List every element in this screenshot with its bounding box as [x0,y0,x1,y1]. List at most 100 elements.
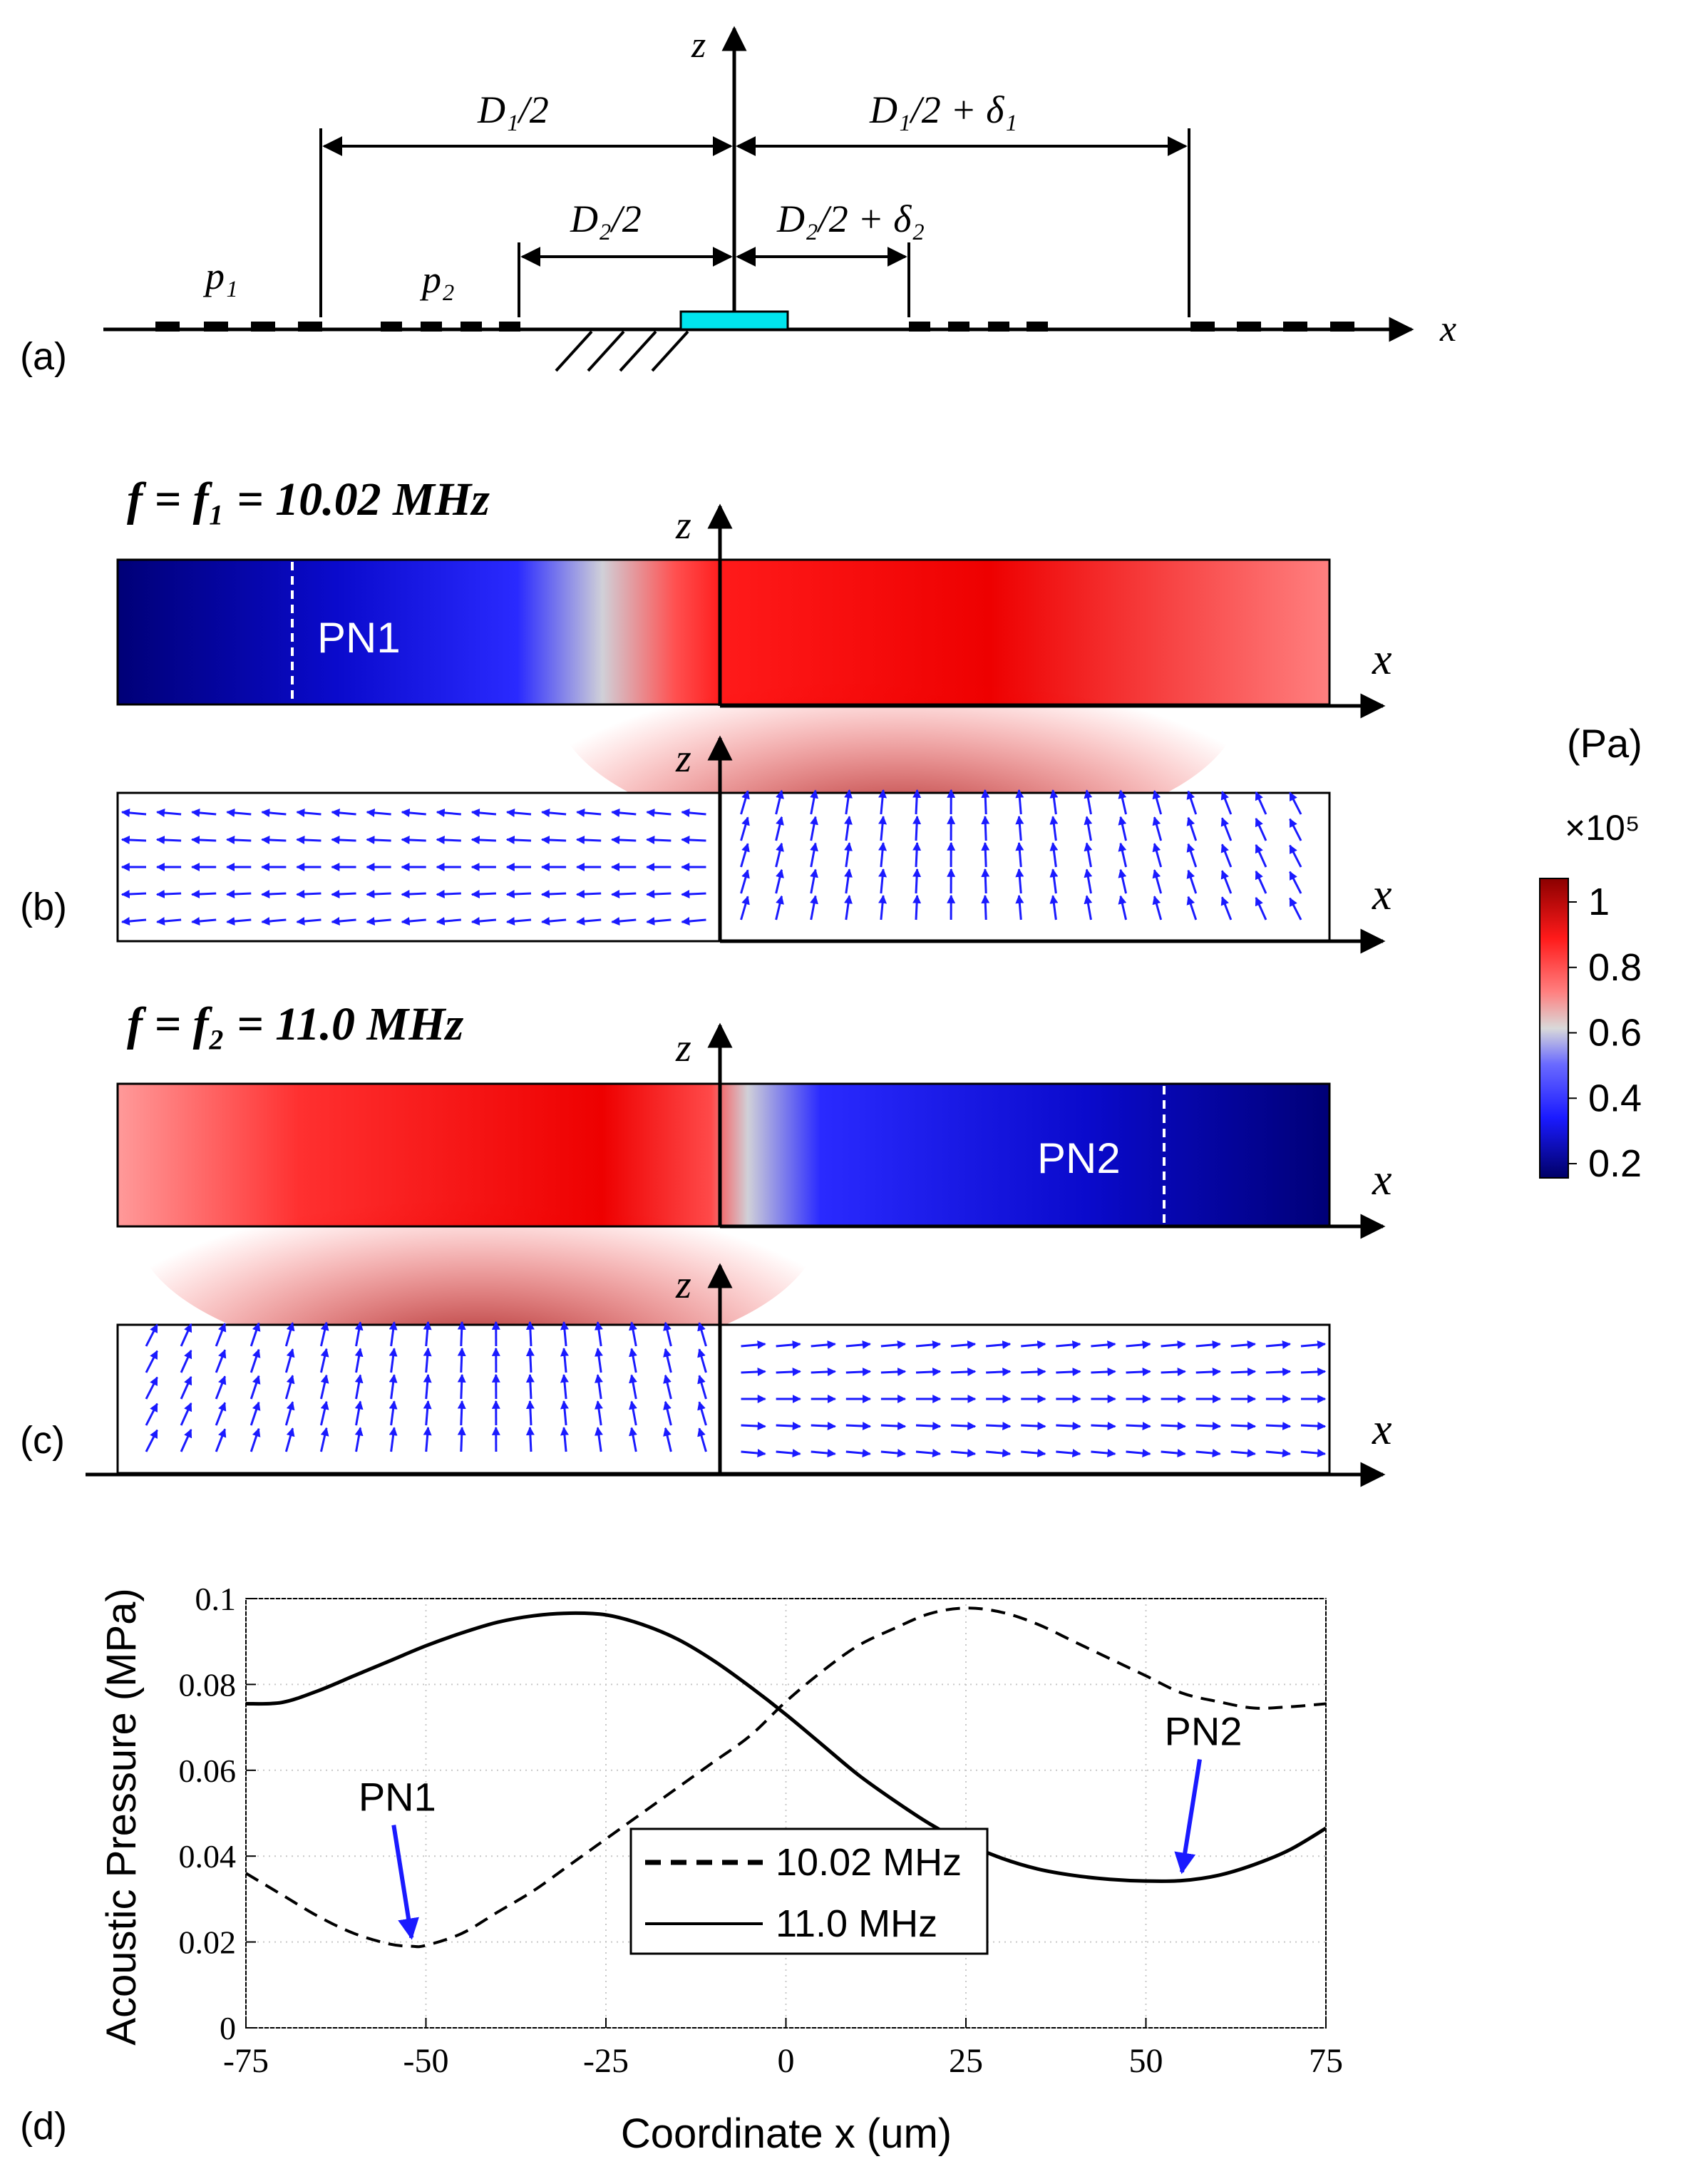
velocity-arrow [354,1427,364,1452]
velocity-arrow [1161,1367,1186,1376]
velocity-arrow [366,917,391,926]
velocity-arrow [811,1422,836,1431]
y-tick-label: 0.02 [179,1924,237,1961]
velocity-arrow [697,1322,707,1347]
velocity-arrow [950,1449,977,1458]
y-tick-label: 0.08 [179,1666,237,1703]
legend-box [629,1827,989,1955]
velocity-arrow [389,1321,398,1347]
velocity-arrow [663,1348,672,1373]
dimension-guides [319,128,1190,317]
velocity-arrow [436,808,461,817]
velocity-arrow [215,1402,227,1426]
velocity-arrow [560,1426,569,1452]
velocity-arrow [880,1340,906,1349]
velocity-arrow [646,835,672,844]
velocity-arrow [1118,789,1128,815]
velocity-arrow [915,1340,942,1349]
velocity-arrow [366,890,391,899]
velocity-arrow [180,1375,192,1400]
label-d1-left: D₁/2 [477,88,549,131]
velocity-arrow [156,808,182,817]
velocity-arrow [423,1321,432,1347]
velocity-arrow [776,1367,801,1376]
velocity-arrow [629,1427,637,1452]
velocity-arrow [1289,844,1302,868]
velocity-arrow [576,890,602,899]
velocity-arrow [741,1449,766,1458]
velocity-arrow [401,808,426,817]
velocity-arrow [366,835,391,844]
velocity-arrow [1049,868,1059,894]
panel-label-b: (b) [20,886,67,928]
velocity-arrow [1255,896,1267,921]
velocity-arrow [215,1375,227,1400]
velocity-arrows-c [145,1321,1327,1458]
velocity-arrow [595,1427,603,1452]
velocity-arrow [1091,1449,1116,1458]
velocity-arrow [1015,894,1024,921]
velocity-arrow [880,1449,906,1458]
velocity-arrow [880,1422,907,1431]
velocity-arrow [1265,1367,1292,1376]
velocity-arrow [576,917,602,926]
velocity-arrow [1255,844,1267,868]
velocity-arrow [810,895,818,921]
chart-plot-frame [245,1598,1327,2029]
velocity-arrow [1091,1367,1116,1376]
velocity-arrow [541,808,567,817]
velocity-arrow [1118,842,1128,868]
velocity-arrow [1289,818,1302,841]
velocity-arrow [981,868,990,894]
velocity-arrow [1161,1422,1186,1431]
velocity-arrow [775,868,784,894]
velocity-arrow [741,1340,766,1349]
velocity-arrow [1186,896,1198,921]
velocity-arrow [284,1375,295,1400]
velocity-arrow [423,1400,432,1426]
x-tick-label: 0 [778,2042,795,2080]
velocity-arrow [284,1401,295,1426]
velocity-arrow [145,1323,158,1347]
velocity-arrow [191,917,217,926]
velocity-arrow [319,1400,329,1426]
velocity-arrow [354,1348,364,1373]
velocity-arrow [811,1340,836,1349]
velocity-arrow [354,1321,364,1347]
panel-c: f = f₂ = 11.0 MHz PN2 z x z x [86,998,1392,1487]
velocity-arrow [1289,791,1302,815]
velocity-arrow [1255,870,1267,894]
chart-annotations: PN1 PN2 [359,1709,1242,1940]
velocity-arrow [1084,816,1093,841]
panel-a-schematic: z x [103,25,1456,372]
velocity-arrow [1015,815,1024,841]
series-line-11-0mhz [245,1611,1327,1883]
velocity-arrow [629,1400,637,1426]
velocity-arrow [810,868,818,894]
b-vel-z-label: z [675,737,691,781]
velocity-arrow [981,841,990,868]
c-map-z-label: z [675,1026,691,1070]
velocity-arrow [1152,869,1163,894]
velocity-arrow [646,917,672,926]
velocity-arrow [331,808,356,817]
velocity-arrow [1049,816,1059,841]
velocity-arrow [880,1367,907,1376]
velocity-arrows-b [120,789,1302,926]
velocity-arrow [296,890,321,899]
velocity-arrow [1091,1340,1116,1349]
velocity-arrow [180,1349,192,1373]
colorbar-tick-label: 1 [1588,881,1610,923]
velocity-arrow [1056,1422,1081,1431]
velocity-arrow [912,868,922,894]
velocity-arrow [663,1374,672,1400]
velocity-arrow [878,868,888,894]
velocity-arrow [505,835,532,844]
velocity-arrow [457,1373,466,1400]
velocity-arrow [663,1427,672,1452]
velocity-arrow [1084,895,1093,921]
velocity-arrow [261,808,287,817]
velocity-arrow [915,1367,942,1376]
velocity-arrow [810,816,818,841]
velocity-arrow [331,835,356,844]
